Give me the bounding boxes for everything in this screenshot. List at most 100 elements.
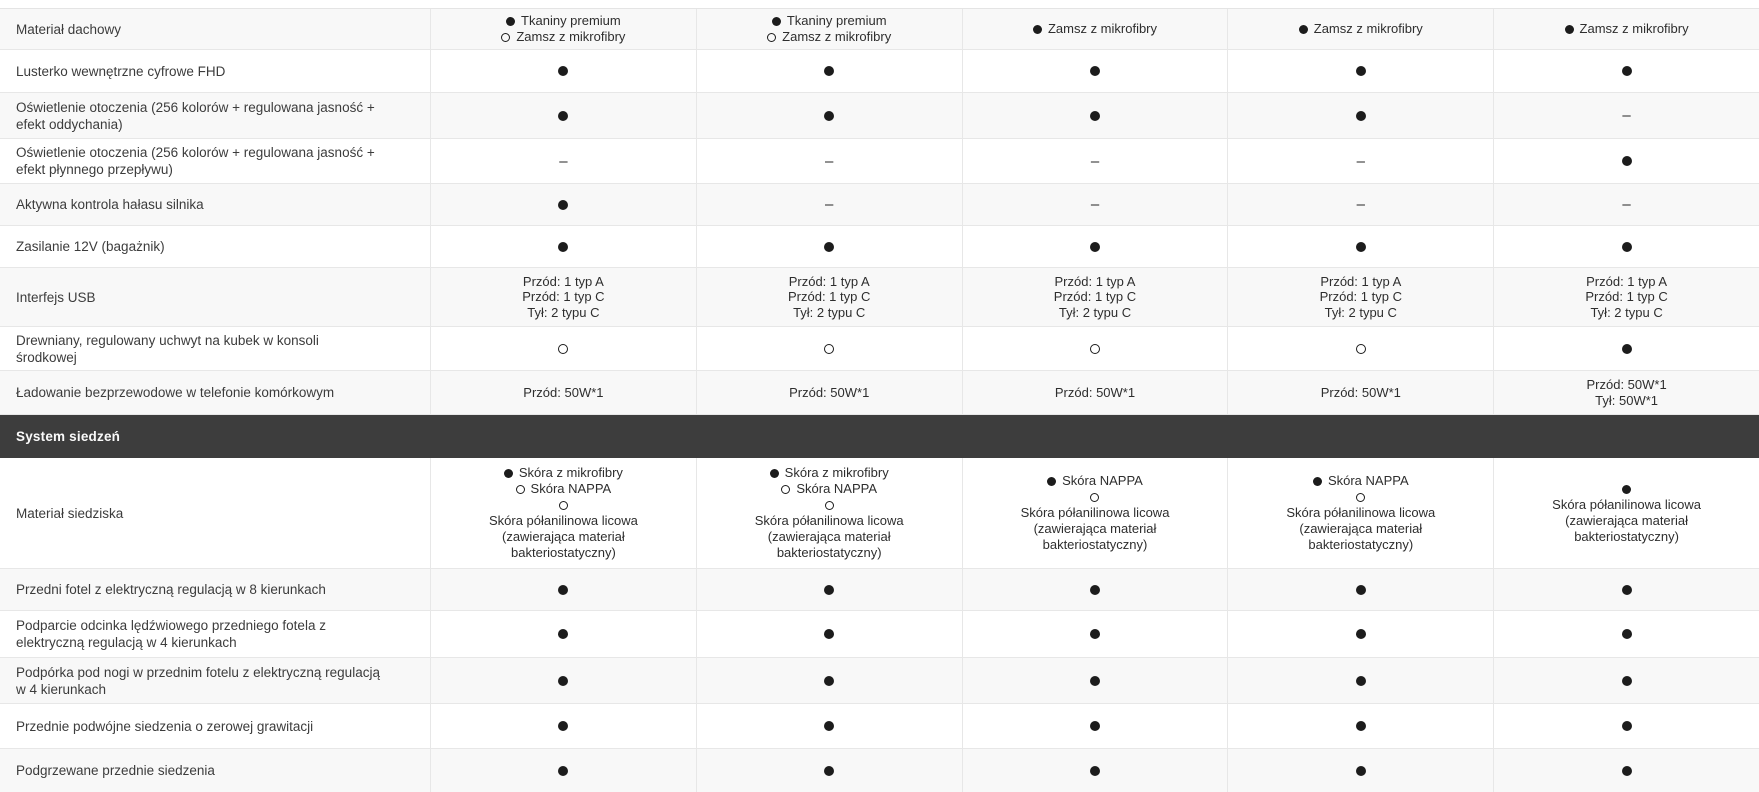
option-label: bakteriostatyczny) xyxy=(776,545,882,560)
table-row: Podgrzewane przednie siedzenia xyxy=(0,749,1759,792)
dash-mark: – xyxy=(1090,152,1100,170)
cell-text-line: Przód: 1 typ C xyxy=(1319,289,1402,305)
feature-cell: – xyxy=(695,139,962,183)
cell-text-line: Tył: 2 typu C xyxy=(793,304,866,320)
radio-open-icon xyxy=(767,32,777,42)
feature-cell: Skóra NAPPA Skóra półanilinowa licowa (zaw… xyxy=(1227,458,1493,568)
feature-label: Aktywna kontrola hałasu silnika xyxy=(16,197,204,212)
feature-cell xyxy=(695,327,962,370)
feature-cell: Przód: 50W*1 xyxy=(695,371,962,414)
filled-dot-icon xyxy=(824,66,835,76)
dash-mark: – xyxy=(825,152,834,170)
cell-text-line: Przód: 50W*1 xyxy=(1586,377,1667,392)
table-row: Materiał dachowy Tkaniny premium Zamsz z m… xyxy=(0,9,1759,50)
filled-dot-icon xyxy=(1621,675,1632,686)
option-label: bakteriostatyczny) xyxy=(1042,537,1148,552)
material-option: Skóra z mikrofibry xyxy=(769,465,889,481)
filled-dot-icon xyxy=(1621,66,1632,76)
filled-dot-icon xyxy=(558,199,569,210)
cell-text-line: Tył: 50W*1 xyxy=(1595,392,1659,408)
dash-mark: – xyxy=(1090,196,1100,213)
option-label: Skóra półanilinowa licowa xyxy=(754,513,904,528)
dash-mark: – xyxy=(559,152,568,170)
cell-text-line: Skóra półanilinowa licowa xyxy=(755,513,904,529)
option-label: (zawierająca materiał xyxy=(1299,521,1423,536)
cell-text-line: Przód: 1 typ C xyxy=(788,289,871,305)
feature-cell xyxy=(430,226,696,267)
feature-cell: – xyxy=(961,139,1228,183)
cell-text-line: Przód: 1 typ A xyxy=(1586,273,1668,289)
feature-cell xyxy=(1493,569,1759,610)
filled-dot-icon xyxy=(824,241,835,252)
feature-cell: – xyxy=(961,184,1228,225)
option-label: Zamsz z mikrofibry xyxy=(516,29,626,44)
option-label: Skóra półanilinowa licowa xyxy=(488,513,638,528)
feature-cell xyxy=(961,749,1228,792)
filled-dot-icon xyxy=(1621,156,1632,166)
table-row: Drewniany, regulowany uchwyt na kubek w … xyxy=(0,327,1759,371)
option-label: Skóra z mikrofibry xyxy=(784,465,889,480)
radio-filled-icon xyxy=(1564,24,1574,34)
material-option: Zamsz z mikrofibry xyxy=(1564,21,1689,37)
option-label: (zawierająca materiał xyxy=(767,529,891,544)
feature-cell xyxy=(695,658,962,703)
radio-open-icon xyxy=(1356,492,1366,502)
radio-filled-icon xyxy=(1622,484,1632,494)
feature-cell xyxy=(961,327,1228,370)
feature-cell: Skóra NAPPA Skóra półanilinowa licowa (zaw… xyxy=(961,458,1228,568)
filled-dot-icon xyxy=(1621,343,1632,354)
filled-dot-icon xyxy=(1621,721,1632,731)
feature-label: Oświetlenie otoczenia (256 kolorów + reg… xyxy=(16,145,375,177)
cell-text-line: Tył: 2 typu C xyxy=(1590,304,1663,320)
cell-text-line: (zawierająca materiał xyxy=(502,529,625,545)
table-top-edge xyxy=(0,0,1759,9)
filled-dot-icon xyxy=(1355,675,1366,686)
dash-mark: – xyxy=(1622,107,1631,124)
feature-cell: Skóra z mikrofibry Skóra NAPPA Skóra półan… xyxy=(695,458,962,568)
feature-cell xyxy=(1227,749,1493,792)
option-label: Skóra NAPPA xyxy=(530,481,612,496)
filled-dot-icon xyxy=(558,584,569,595)
radio-filled-icon xyxy=(1032,24,1042,34)
table-row: Oświetlenie otoczenia (256 kolorów + reg… xyxy=(0,139,1759,184)
radio-open-icon xyxy=(558,500,568,510)
dash-mark: – xyxy=(1622,196,1631,213)
option-label: Skóra NAPPA xyxy=(796,481,878,496)
feature-cell xyxy=(1493,658,1759,703)
filled-dot-icon xyxy=(1089,629,1100,639)
feature-cell xyxy=(1227,569,1493,610)
feature-cell xyxy=(430,658,696,703)
option-label: (zawierająca materiał xyxy=(1565,513,1688,528)
feature-cell: Zamsz z mikrofibry xyxy=(961,9,1228,49)
material-option: Zamsz z mikrofibry xyxy=(767,29,891,45)
cell-text-line: bakteriostatyczny) xyxy=(1574,529,1679,545)
cell-text-line: bakteriostatyczny) xyxy=(777,545,882,561)
feature-cell xyxy=(1227,611,1493,657)
cell-text-line: Przód: 50W*1 xyxy=(1320,384,1401,400)
radio-open-icon xyxy=(824,500,834,510)
feature-cell: – xyxy=(695,184,962,225)
filled-dot-icon xyxy=(824,584,835,595)
feature-cell xyxy=(695,226,962,267)
cell-text-line: Przód: 1 typ A xyxy=(1054,273,1136,289)
option-label: Skóra NAPPA xyxy=(1327,473,1409,488)
dash-mark: – xyxy=(1356,196,1365,213)
radio-open-icon xyxy=(1090,492,1100,502)
feature-cell: Przód: 50W*1 xyxy=(961,371,1228,414)
feature-cell xyxy=(1227,226,1493,267)
feature-cell: Zamsz z mikrofibry xyxy=(1493,9,1759,49)
cell-text-line: Tył: 2 typu C xyxy=(1324,304,1397,320)
radio-filled-icon xyxy=(503,468,513,478)
feature-cell: Przód: 50W*1 xyxy=(1227,371,1493,414)
cell-text-line: bakteriostatyczny) xyxy=(1043,537,1148,553)
filled-dot-icon xyxy=(1089,721,1100,731)
filled-dot-icon xyxy=(558,629,569,639)
table-row: Materiał siedziska Skóra z mikrofibry Skór… xyxy=(0,458,1759,569)
filled-dot-icon xyxy=(1089,675,1100,686)
cell-text-line: Przód: 1 typ A xyxy=(1320,273,1402,289)
cell-text-line: Przód: 50W*1 xyxy=(523,384,604,400)
filled-dot-icon xyxy=(558,110,569,121)
feature-label: Lusterko wewnętrzne cyfrowe FHD xyxy=(16,63,226,79)
material-option: Tkaniny premium xyxy=(771,13,887,29)
option-label: Tkaniny premium xyxy=(521,13,621,28)
